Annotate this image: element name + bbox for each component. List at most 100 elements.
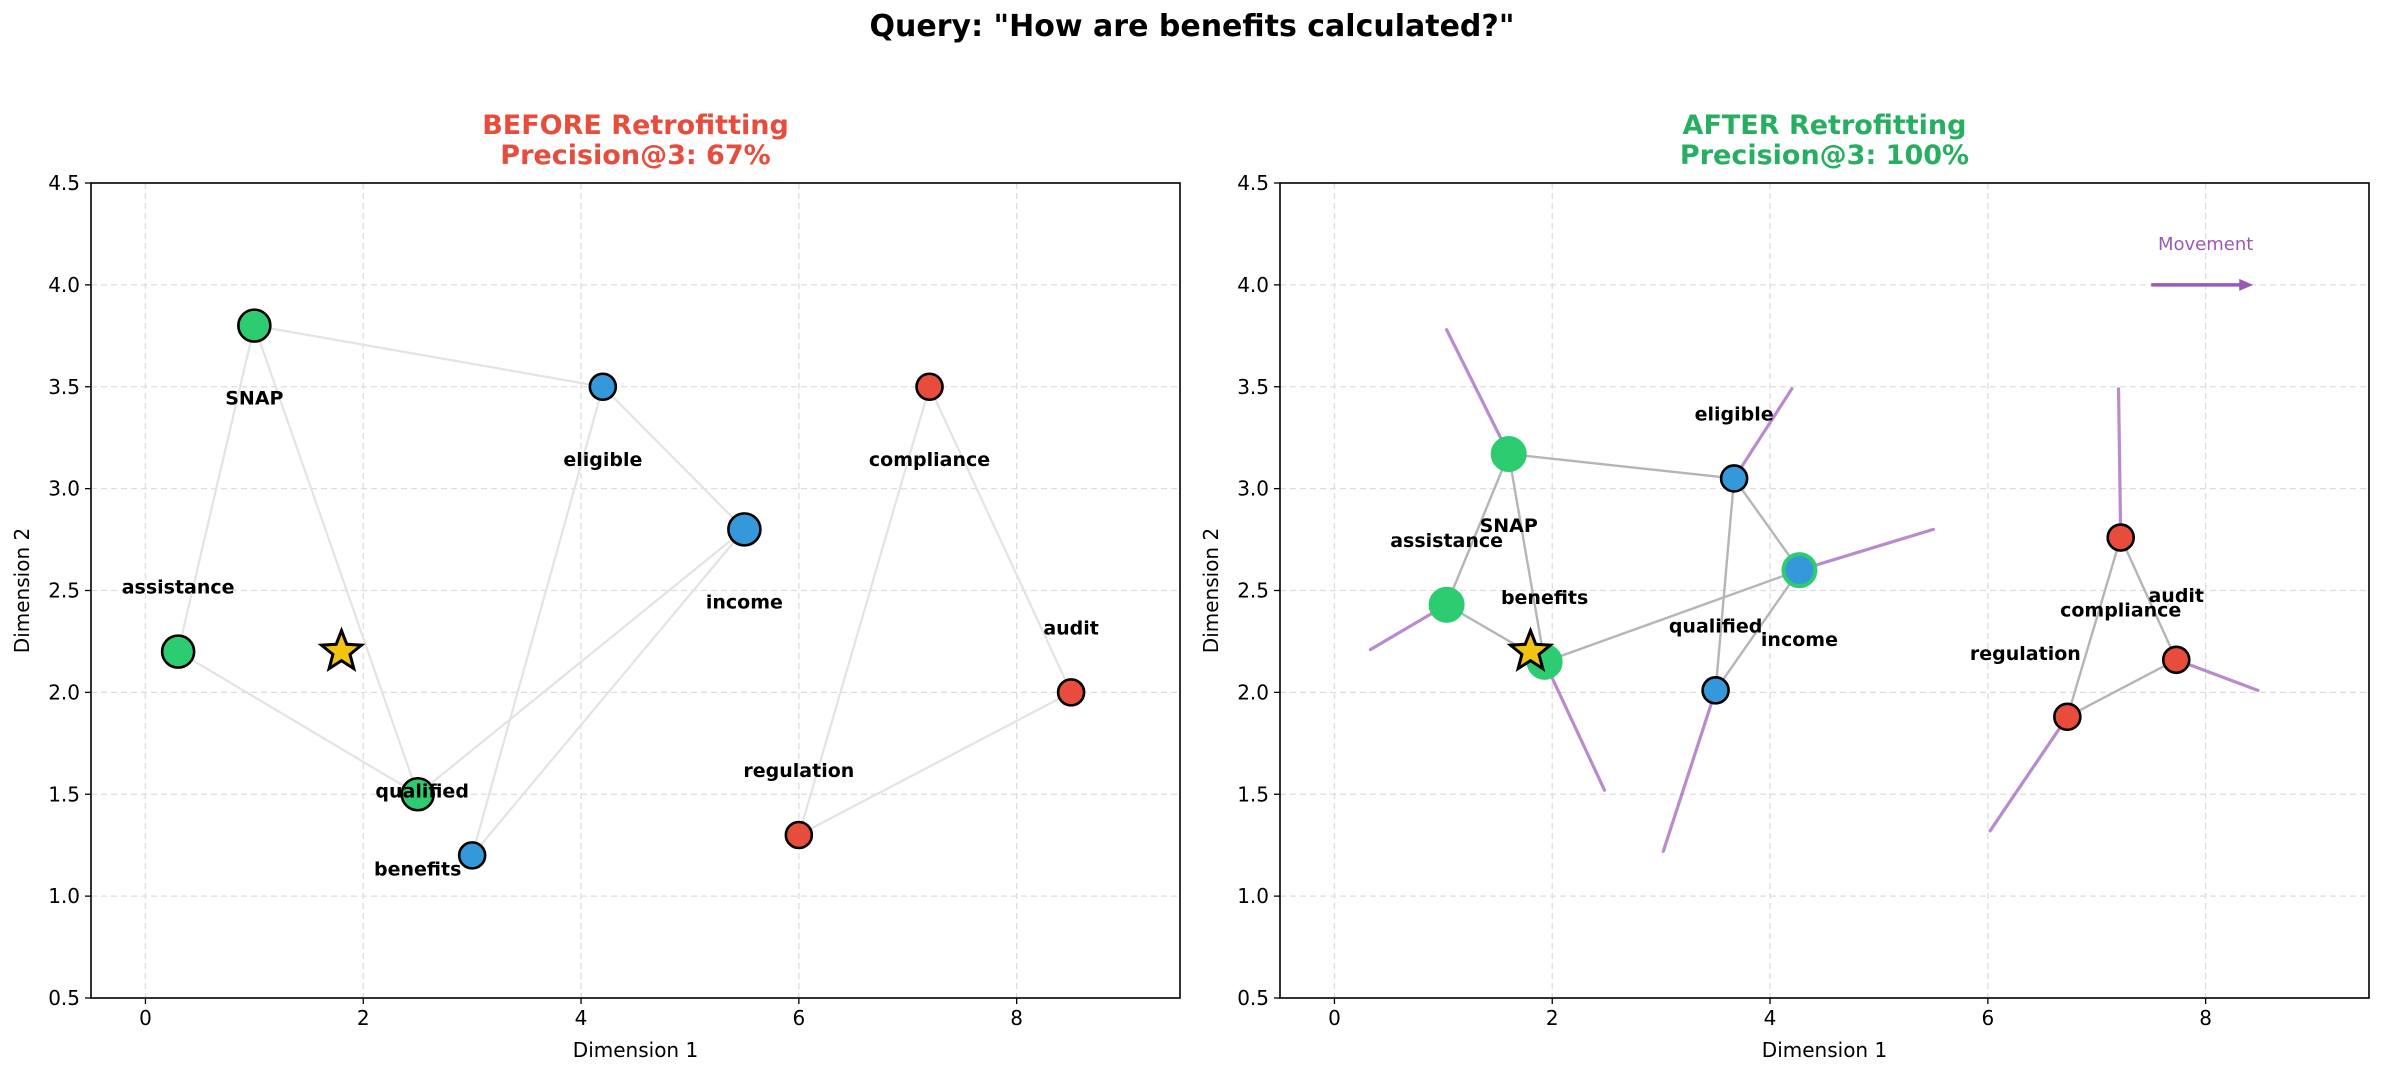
graph-edge	[1508, 452, 1735, 480]
graph-edge	[602, 385, 746, 531]
point-assistance	[160, 634, 196, 669]
label-benefits: benefits	[374, 858, 461, 880]
graph-edge	[1507, 453, 1546, 663]
query-star	[317, 626, 366, 672]
point-compliance	[915, 372, 944, 402]
label-audit: audit	[2148, 585, 2204, 607]
y-tick-label: 1.0	[1237, 884, 1269, 908]
movement-line	[1797, 527, 1936, 572]
x-tick-label: 8	[1010, 1006, 1023, 1030]
label-snap: SNAP	[225, 388, 283, 410]
graph-edge	[1714, 569, 1801, 692]
point-eligible	[588, 372, 618, 402]
panel-title: BEFORE Retrofitting	[482, 110, 789, 141]
query-star	[1506, 626, 1555, 672]
label-regulation: regulation	[743, 760, 854, 782]
x-tick-label: 0	[139, 1006, 152, 1030]
point-regulation	[784, 820, 814, 850]
graph-edge	[2066, 658, 2177, 718]
y-tick-label: 0.5	[48, 986, 80, 1010]
y-tick-label: 4.0	[1237, 273, 1269, 297]
point-audit	[2161, 645, 2191, 675]
label-assistance: assistance	[122, 577, 235, 599]
y-axis-label: Dimension 2	[1199, 528, 1223, 653]
graph-edge	[417, 528, 746, 796]
point-eligible	[1719, 464, 1749, 493]
label-eligible: eligible	[563, 449, 642, 471]
point-assistance	[1428, 586, 1465, 623]
y-tick-label: 3.0	[48, 477, 80, 501]
x-tick-label: 2	[357, 1006, 370, 1030]
panel-subtitle: Precision@3: 100%	[1680, 140, 1969, 171]
label-benefits: benefits	[1501, 587, 1588, 609]
x-tick-label: 4	[1764, 1006, 1777, 1030]
x-tick-label: 8	[2199, 1006, 2212, 1030]
point-income	[1781, 552, 1818, 589]
panel-subtitle: Precision@3: 67%	[500, 140, 770, 171]
point-compliance	[2106, 523, 2136, 552]
y-tick-label: 3.5	[1237, 375, 1269, 399]
label-qualified: qualified	[375, 780, 469, 802]
point-audit	[1056, 678, 1086, 707]
x-tick-label: 2	[1546, 1006, 1559, 1030]
movement-line	[1543, 660, 1607, 792]
y-tick-label: 1.5	[48, 782, 80, 806]
y-tick-label: 1.0	[48, 884, 80, 908]
graph-edge	[797, 386, 931, 836]
graph-edge	[471, 386, 604, 856]
movement-line	[1661, 688, 1718, 853]
graph-edge	[253, 325, 419, 795]
y-tick-label: 4.5	[1237, 171, 1269, 195]
label-snap: SNAP	[1480, 515, 1538, 537]
y-tick-label: 1.5	[1237, 782, 1269, 806]
graph-edge	[471, 528, 746, 857]
label-assistance: assistance	[1390, 530, 1503, 552]
axes-frame	[90, 182, 1181, 999]
y-tick-label: 4.5	[48, 171, 80, 195]
panel-title: AFTER Retrofitting	[1683, 110, 1967, 141]
point-snap	[237, 308, 272, 343]
y-tick-label: 4.0	[48, 273, 80, 297]
y-tick-label: 2.5	[48, 579, 80, 603]
movement-line	[2174, 658, 2260, 692]
graph-edge	[928, 386, 1073, 693]
axes-frame	[1279, 182, 2370, 999]
movement-legend-label: Movement	[2158, 234, 2253, 255]
x-axis-label: Dimension 1	[1762, 1038, 1887, 1062]
x-tick-label: 0	[1328, 1006, 1341, 1030]
graph-edge	[1733, 477, 1801, 571]
x-axis-label: Dimension 1	[573, 1038, 698, 1062]
point-benefits	[400, 776, 436, 812]
y-tick-label: 3.5	[48, 375, 80, 399]
y-tick-label: 2.0	[1237, 680, 1269, 704]
figure-suptitle: Query: "How are benefits calculated?"	[870, 9, 1515, 44]
movement-legend-arrowhead	[2239, 278, 2254, 291]
label-income: income	[706, 591, 783, 613]
y-axis-label: Dimension 2	[10, 528, 34, 653]
x-tick-label: 4	[575, 1006, 588, 1030]
y-tick-label: 3.0	[1237, 477, 1269, 501]
y-tick-label: 2.0	[48, 680, 80, 704]
graph-edge	[1445, 453, 1510, 606]
graph-edge	[798, 691, 1072, 836]
graph-edge	[254, 324, 604, 388]
movement-line	[1988, 715, 2069, 833]
graph-edge	[177, 325, 256, 652]
label-income: income	[1761, 629, 1838, 651]
graph-edge	[2066, 537, 2122, 718]
y-tick-label: 2.5	[1237, 579, 1269, 603]
graph-edge	[1544, 568, 1800, 663]
label-audit: audit	[1043, 617, 1099, 639]
point-qualified	[1701, 676, 1730, 705]
movement-line	[1445, 328, 1511, 456]
y-tick-label: 0.5	[1237, 986, 1269, 1010]
point-regulation	[2053, 702, 2082, 732]
x-tick-label: 6	[1981, 1006, 1994, 1030]
point-income	[727, 512, 762, 547]
movement-line	[2116, 387, 2123, 540]
label-eligible: eligible	[1695, 403, 1774, 425]
point-snap	[1490, 435, 1527, 472]
graph-edge	[2119, 537, 2178, 661]
